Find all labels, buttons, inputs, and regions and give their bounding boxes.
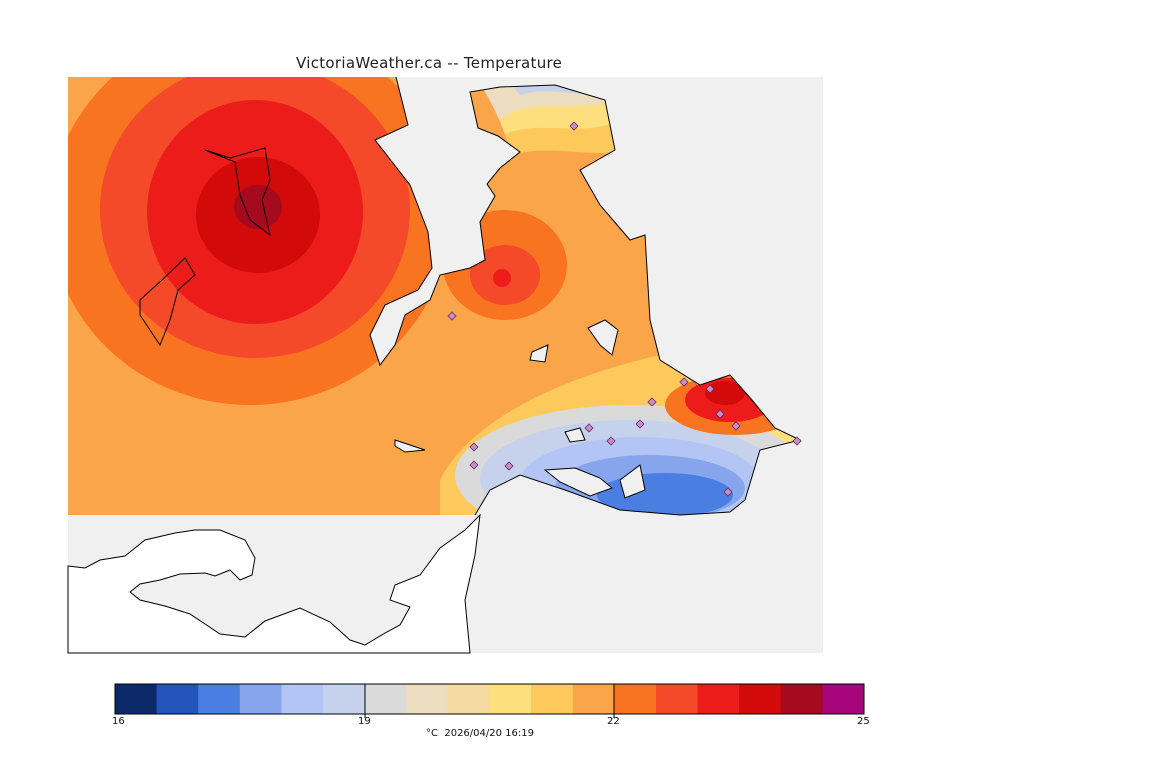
station-marker	[792, 436, 802, 446]
color-scale-swatch	[323, 684, 366, 714]
color-scale-swatch	[739, 684, 782, 714]
station-marker	[447, 311, 457, 321]
color-scale-swatch	[822, 684, 865, 714]
color-scale-frame	[114, 683, 865, 715]
coastline	[369, 76, 802, 516]
color-scale-swatch	[239, 684, 282, 714]
color-scale-swatch	[655, 684, 699, 714]
color-scale-swatch	[156, 684, 199, 714]
station-marker	[715, 409, 725, 419]
color-scale-swatch	[406, 684, 449, 714]
color-scale-swatch	[531, 684, 574, 714]
station-marker	[635, 419, 645, 429]
station-marker	[723, 487, 733, 497]
station-marker	[705, 384, 715, 394]
station-marker	[469, 460, 479, 470]
scale-tick-label: 16	[112, 716, 125, 727]
station-marker	[606, 436, 616, 446]
lake-west	[139, 257, 196, 347]
color-scale-swatch	[614, 684, 657, 714]
station-marker	[569, 121, 579, 131]
station-marker	[647, 397, 657, 407]
color-scale-swatch	[198, 684, 241, 714]
island-5	[564, 427, 586, 443]
station-marker	[731, 421, 741, 431]
color-scale-swatch	[115, 684, 158, 714]
island-3	[529, 344, 549, 363]
color-scale-swatch	[489, 684, 532, 714]
color-scale-swatch	[281, 684, 324, 714]
scale-tick-label: 19	[358, 716, 371, 727]
map-title: VictoriaWeather.ca -- Temperature	[296, 54, 563, 72]
station-marker	[679, 377, 689, 387]
station-markers	[447, 121, 802, 497]
island-6	[619, 464, 646, 499]
south-land	[67, 513, 481, 654]
island-1	[394, 439, 426, 453]
scale-tick-label: 22	[607, 716, 620, 727]
station-marker	[504, 461, 514, 471]
lake-large	[204, 147, 271, 237]
units-and-timestamp: °C 2026/04/20 16:19	[426, 728, 534, 739]
scale-tick-label: 25	[857, 716, 870, 727]
color-scale-bar	[115, 684, 865, 714]
color-scale-swatch	[780, 684, 823, 714]
color-scale-swatch	[447, 684, 490, 714]
island-2	[587, 319, 619, 356]
island-4	[543, 467, 613, 497]
station-marker	[469, 442, 479, 452]
color-scale-swatch	[572, 684, 615, 714]
color-scale-swatch	[364, 684, 407, 714]
station-marker	[584, 423, 594, 433]
color-scale-swatch	[697, 684, 740, 714]
